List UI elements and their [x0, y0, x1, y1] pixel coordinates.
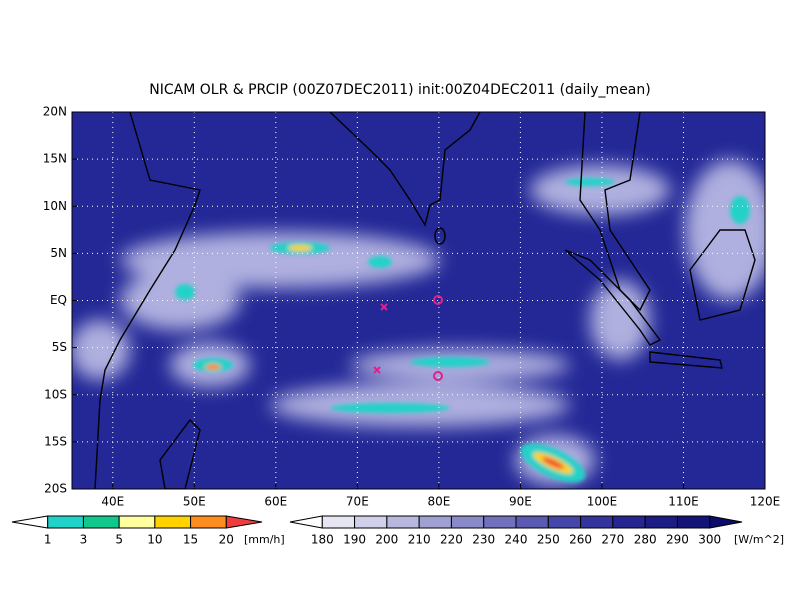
lon-tick-label: 110E — [668, 495, 699, 509]
lon-tick-label: 70E — [346, 495, 369, 509]
lat-tick-label: 20S — [44, 482, 67, 496]
markers — [373, 295, 443, 381]
colorbar-box — [118, 515, 156, 529]
colorbar-triangle — [11, 515, 49, 529]
coastlines — [94, 112, 756, 489]
map-field — [72, 112, 765, 489]
colorbar-triangle — [289, 515, 323, 529]
colorbar-box — [154, 515, 192, 529]
colorbar-label: 250 — [537, 533, 560, 547]
colorbar-label: 180 — [311, 533, 334, 547]
colorbar-label: 300 — [698, 533, 721, 547]
cloud-bands — [72, 160, 765, 485]
colorbar-box — [483, 515, 517, 529]
lat-tick-label: 15N — [43, 152, 67, 166]
colorbar-label: 280 — [634, 533, 657, 547]
colorbar-unit: [mm/h] — [244, 533, 285, 546]
colorbar-label: 270 — [601, 533, 624, 547]
colorbar-box — [82, 515, 120, 529]
circle-marker — [433, 371, 443, 381]
lon-tick-label: 80E — [427, 495, 450, 509]
colorbar-box — [190, 515, 227, 529]
colorbar-box — [47, 515, 84, 529]
precip-spots — [175, 178, 750, 483]
x-marker — [380, 303, 388, 311]
colorbar-label: 220 — [440, 533, 463, 547]
x-marker — [373, 366, 381, 374]
lat-tick-label: 15S — [44, 434, 67, 448]
colorbar-box — [354, 515, 388, 529]
colorbar-box — [644, 515, 678, 529]
colorbar-label: 200 — [375, 533, 398, 547]
colorbar-box — [676, 515, 711, 529]
colorbar-box — [580, 515, 614, 529]
lon-tick-label: 50E — [183, 495, 206, 509]
colorbar-box — [418, 515, 452, 529]
colorbar-label: 260 — [569, 533, 592, 547]
colorbar-label: 1 — [44, 533, 52, 547]
colorbar-triangle — [225, 515, 263, 529]
colorbar-box — [321, 515, 356, 529]
lon-tick-label: 100E — [587, 495, 618, 509]
colorbar-triangle — [709, 515, 743, 529]
colorbar-box — [450, 515, 485, 529]
lat-tick-label: 20N — [43, 105, 67, 119]
lon-tick-label: 60E — [264, 495, 287, 509]
colorbar-unit: [W/m^2] — [734, 533, 784, 546]
colorbar-label: 10 — [147, 533, 162, 547]
colorbar-label: 190 — [343, 533, 366, 547]
title: NICAM OLR & PRCIP (00Z07DEC2011) init:00… — [149, 82, 650, 98]
colorbar-box — [612, 515, 646, 529]
lat-tick-label: 5S — [52, 340, 67, 354]
lat-tick-label: 10S — [44, 387, 67, 401]
circle-marker — [433, 295, 443, 305]
lat-tick-label: 5N — [50, 246, 67, 260]
lat-tick-label: 10N — [43, 199, 67, 213]
colorbar-label: 3 — [80, 533, 88, 547]
colorbar-label: 20 — [219, 533, 234, 547]
grid — [72, 112, 765, 489]
colorbar-label: 210 — [408, 533, 431, 547]
lon-tick-label: 40E — [101, 495, 124, 509]
colorbar-box — [386, 515, 420, 529]
colorbar-label: 230 — [472, 533, 495, 547]
lon-tick-label: 90E — [509, 495, 532, 509]
lon-tick-label: 120E — [750, 495, 781, 509]
colorbar-box — [547, 515, 582, 529]
colorbar-label: 290 — [666, 533, 689, 547]
colorbar-label: 5 — [115, 533, 123, 547]
colorbar-label: 240 — [505, 533, 528, 547]
colorbar-label: 15 — [183, 533, 198, 547]
lat-tick-label: EQ — [50, 293, 67, 307]
colorbar-box — [515, 515, 549, 529]
